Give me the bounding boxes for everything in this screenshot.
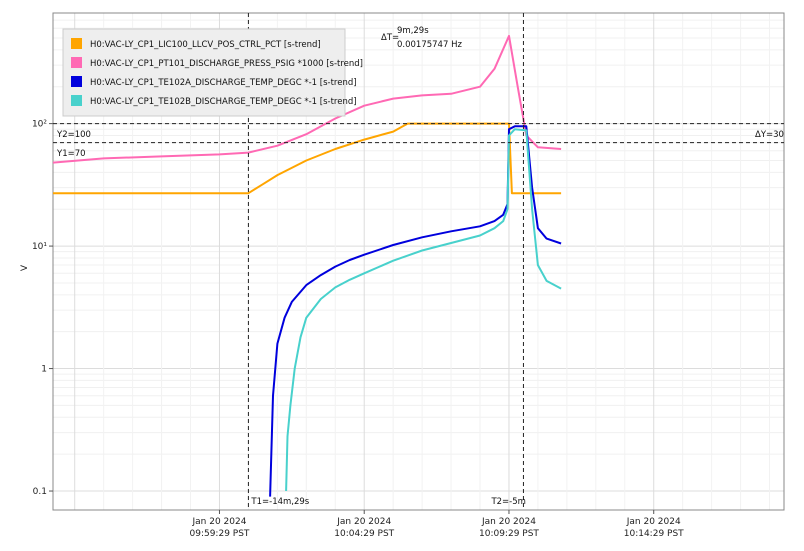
legend-box: [62, 28, 346, 117]
legend-swatch-1: [71, 38, 82, 49]
x-tick-date: Jan 20 2024: [336, 517, 391, 527]
x-tick-time: 09:59:29 PST: [190, 529, 250, 539]
legend-swatch-4: [71, 95, 82, 106]
cursor-t2-label: T2=-5m: [490, 497, 525, 507]
legend-entry-3[interactable]: H0:VAC-LY_CP1_TE102A_DISCHARGE_TEMP_DEGC…: [90, 78, 357, 88]
y-tick-label: 10¹: [32, 242, 47, 252]
series-line-3: [269, 125, 562, 497]
delta-t-value: 9m,29s: [397, 26, 429, 36]
cursor-y2-label: Y2=100: [56, 130, 91, 140]
legend[interactable]: H0:VAC-LY_CP1_LIC100_LLCV_POS_CTRL_PCT […: [62, 28, 363, 117]
x-tick-date: Jan 20 2024: [191, 517, 246, 527]
legend-entry-4[interactable]: H0:VAC-LY_CP1_TE102B_DISCHARGE_TEMP_DEGC…: [90, 97, 357, 107]
legend-entry-1[interactable]: H0:VAC-LY_CP1_LIC100_LLCV_POS_CTRL_PCT […: [90, 40, 321, 50]
y-axis: 0.1 1 10¹ 10²: [32, 120, 53, 497]
y-tick-label: 1: [41, 365, 47, 375]
plot-frame: [52, 12, 785, 511]
series-line-2: [52, 34, 562, 164]
y-tick-label: 0.1: [33, 487, 47, 497]
x-tick-date: Jan 20 2024: [481, 517, 536, 527]
delta-y-label: ΔY=30: [755, 130, 784, 140]
cursor-layer: T1=-14m,29s T2=-5m Y1=70 Y2=100 ΔY=30 ΔT…: [53, 13, 784, 510]
delta-t-frequency: 0.00175747 Hz: [397, 40, 462, 50]
legend-swatch-2: [71, 57, 82, 68]
x-tick-time: 10:14:29 PST: [624, 529, 684, 539]
x-tick-time: 10:04:29 PST: [334, 529, 394, 539]
series-layer: [52, 34, 562, 497]
legend-swatch-3: [71, 76, 82, 87]
x-tick-time: 10:09:29 PST: [479, 529, 539, 539]
x-tick-date: Jan 20 2024: [626, 517, 681, 527]
y-axis-label: V: [20, 264, 30, 271]
delta-t-label: ΔT=: [381, 33, 399, 43]
cursor-t1-label: T1=-14m,29s: [250, 497, 309, 507]
series-line-4: [285, 128, 562, 492]
cursor-y1-label: Y1=70: [56, 149, 86, 159]
y-tick-label: 10²: [32, 120, 47, 130]
legend-entry-2[interactable]: H0:VAC-LY_CP1_PT101_DISCHARGE_PRESS_PSIG…: [90, 59, 363, 69]
x-axis: Jan 20 2024 09:59:29 PST Jan 20 2024 10:04:…: [190, 510, 684, 539]
